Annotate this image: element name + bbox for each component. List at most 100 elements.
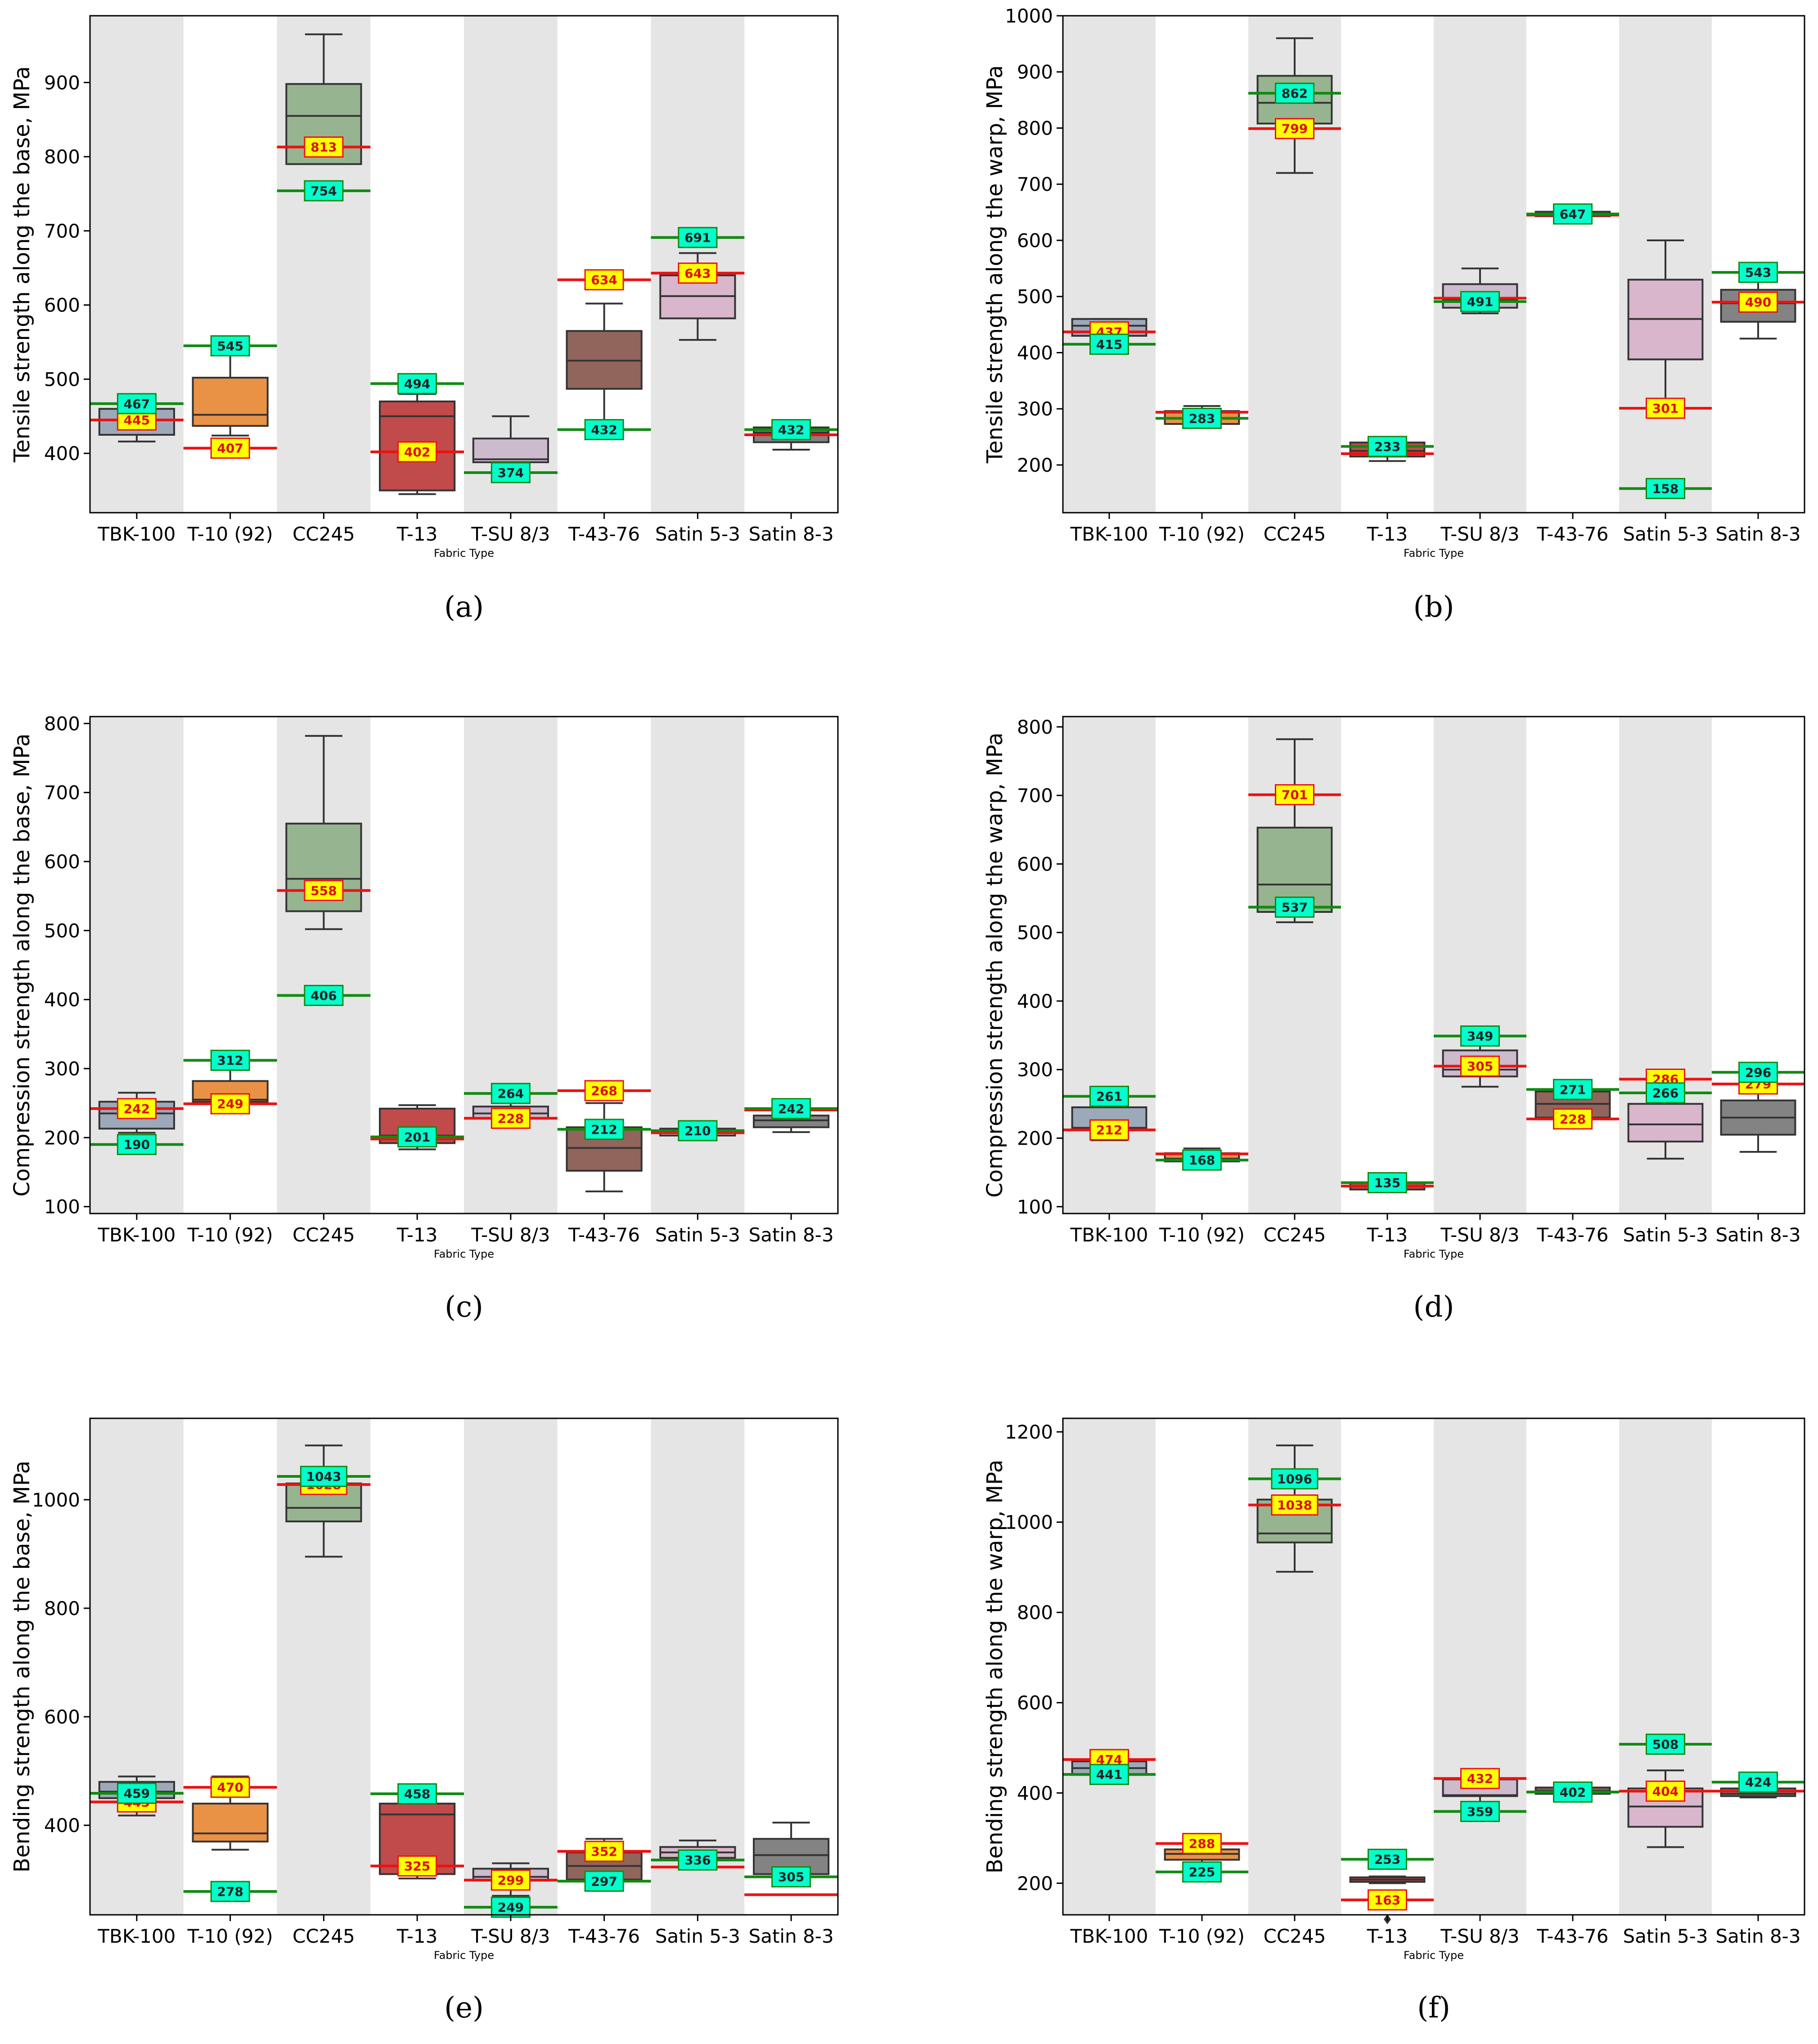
- x-tick-label: T-10 (92): [187, 1925, 273, 1947]
- green-label: 225: [1182, 1861, 1222, 1883]
- green-label-text: 297: [591, 1874, 617, 1889]
- green-label-text: 261: [1096, 1089, 1122, 1104]
- red-label-text: 1038: [1277, 1498, 1312, 1513]
- green-label: 415: [1089, 334, 1129, 355]
- x-tick-label: Satin 8-3: [1715, 523, 1800, 545]
- green-label: 336: [678, 1849, 718, 1871]
- green-label: 754: [304, 180, 344, 202]
- panel-caption: (e): [444, 1991, 484, 2025]
- plot-frame: [1062, 716, 1805, 1214]
- x-tick-label: CC245: [1264, 523, 1326, 545]
- y-tick-label: 300: [1017, 398, 1053, 420]
- x-tick-label: CC245: [292, 1925, 355, 1947]
- green-label-box: [397, 1783, 437, 1805]
- green-label-text: 312: [217, 1053, 243, 1068]
- x-tick-label: Satin 5-3: [1623, 523, 1708, 545]
- x-tick-label: Satin 5-3: [655, 1925, 740, 1947]
- green-label: 1043: [300, 1466, 347, 1487]
- y-tick-label: 500: [44, 920, 80, 942]
- green-label-box: [117, 1782, 157, 1804]
- y-axis-label: Tensile strength along the base, MPa: [9, 66, 35, 463]
- y-tick-label: 900: [1017, 61, 1053, 83]
- green-label-box: [490, 1083, 531, 1104]
- x-tick-label: TBK-100: [97, 1925, 176, 1947]
- green-label-box: [584, 419, 624, 440]
- red-label: 228: [1553, 1108, 1593, 1130]
- green-label-box: [304, 180, 344, 202]
- red-label-text: 402: [404, 445, 430, 460]
- green-label: 1096: [1271, 1468, 1318, 1489]
- green-label-box: [304, 984, 344, 1006]
- green-label-box: [1089, 1086, 1129, 1107]
- green-label-text: 647: [1560, 207, 1586, 221]
- green-label: 305: [771, 1866, 811, 1888]
- red-label-box: [117, 1098, 157, 1119]
- y-axis-label: Compression strength along the base, MPa: [9, 734, 35, 1197]
- green-label-box: [1368, 1172, 1407, 1193]
- green-label-text: 305: [778, 1870, 804, 1885]
- x-tick-label: TBK-100: [1070, 523, 1148, 545]
- green-label-box: [771, 1866, 811, 1888]
- green-label: 424: [1738, 1771, 1778, 1793]
- green-label-text: 168: [1189, 1153, 1215, 1168]
- green-label: 374: [490, 462, 531, 483]
- y-tick-label: 600: [44, 851, 80, 873]
- green-label-text: 545: [217, 338, 243, 353]
- x-tick-label: T-10 (92): [187, 1224, 273, 1246]
- green-label-box: [397, 373, 437, 394]
- green-label-box: [117, 393, 157, 415]
- red-label-box: [1271, 1494, 1318, 1516]
- red-label-box: [210, 1777, 250, 1798]
- green-label-box: [771, 419, 811, 440]
- y-tick-label: 400: [1017, 990, 1053, 1012]
- y-tick-label: 800: [44, 146, 80, 168]
- green-label-text: 543: [1745, 265, 1771, 280]
- x-axis-label: Fabric Type: [434, 1949, 494, 1962]
- plot-frame: [1062, 1417, 1805, 1916]
- green-label-box: [490, 462, 531, 483]
- y-tick-label: 700: [44, 220, 80, 242]
- y-axis-label: Bending strength along the base, MPa: [9, 1461, 35, 1873]
- green-label-box: [1089, 334, 1129, 355]
- x-tick-label: T-10 (92): [187, 523, 273, 545]
- red-label-text: 432: [1467, 1771, 1493, 1786]
- red-label: 643: [678, 262, 718, 284]
- y-tick-label: 300: [1017, 1059, 1053, 1081]
- y-tick-label: 700: [44, 782, 80, 804]
- y-tick-label: 800: [1017, 716, 1053, 738]
- red-label-box: [1182, 1833, 1222, 1854]
- green-label-box: [1646, 1733, 1685, 1755]
- green-label-text: 336: [684, 1853, 711, 1868]
- red-label-box: [490, 1869, 531, 1891]
- red-label: 701: [1275, 784, 1314, 806]
- y-tick-label: 1000: [32, 1489, 80, 1511]
- x-tick-label: T-43-76: [1537, 1925, 1609, 1947]
- x-tick-label: CC245: [1264, 1224, 1326, 1246]
- red-label-text: 163: [1374, 1893, 1400, 1908]
- red-label-text: 212: [1096, 1123, 1122, 1137]
- red-label: 1038: [1271, 1494, 1318, 1516]
- y-axis-label: Tensile strength along the warp, MPa: [982, 65, 1008, 464]
- green-label-box: [1646, 478, 1685, 499]
- red-label-text: 470: [217, 1780, 243, 1795]
- green-label-text: 212: [591, 1122, 617, 1137]
- green-label: 508: [1646, 1733, 1685, 1755]
- red-label-text: 490: [1745, 295, 1771, 310]
- y-tick-label: 200: [1017, 454, 1053, 476]
- red-label-text: 228: [1560, 1112, 1586, 1127]
- green-label-box: [1182, 1149, 1222, 1171]
- green-label-text: 537: [1282, 900, 1308, 915]
- box-1: [192, 1802, 269, 1843]
- red-label: 268: [584, 1080, 624, 1101]
- chart-panel-e: 4434701028325299352459278104345824929733…: [9, 1417, 839, 2025]
- green-label-text: 424: [1745, 1775, 1771, 1790]
- green-label: 296: [1738, 1061, 1778, 1083]
- green-label-text: 458: [404, 1787, 430, 1801]
- green-label: 233: [1368, 436, 1407, 457]
- green-label: 406: [304, 984, 344, 1006]
- x-axis-label: Fabric Type: [434, 547, 494, 560]
- x-tick-label: TBK-100: [97, 1224, 176, 1246]
- plot-frame: [1062, 15, 1805, 514]
- y-tick-label: 500: [1017, 286, 1053, 308]
- green-label-box: [1738, 1771, 1778, 1793]
